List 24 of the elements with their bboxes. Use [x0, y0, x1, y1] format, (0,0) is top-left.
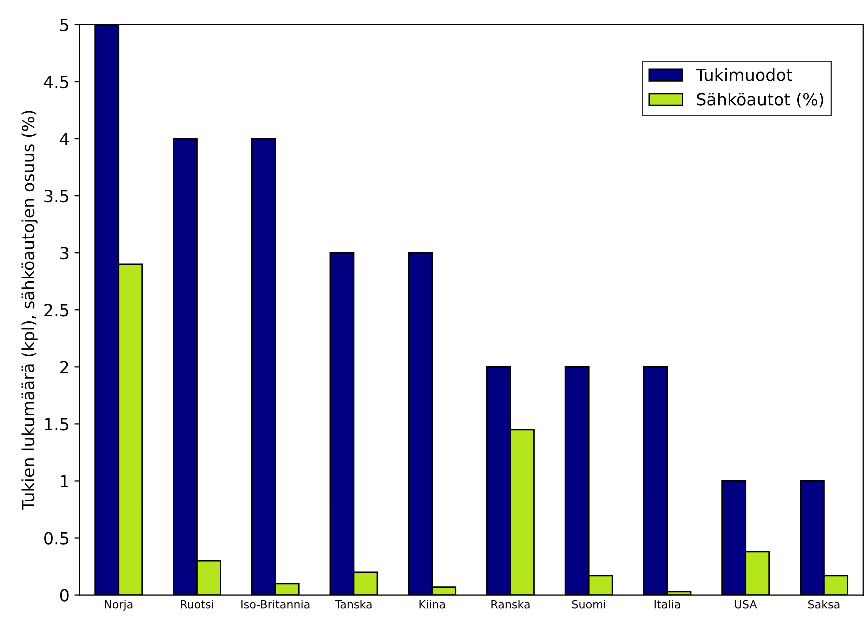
y-tick-label: 3 [60, 247, 69, 260]
x-tick-label: Tanska [335, 600, 372, 609]
x-tick-label: Ruotsi [181, 600, 214, 609]
x-tick-label: Saksa [808, 600, 840, 609]
x-tick-label: Kiina [420, 600, 445, 609]
y-tick-label: 3.5 [44, 190, 68, 203]
legend-label: Sähköautot (%) [697, 92, 824, 108]
legend-label: Tukimuodot [696, 68, 793, 82]
y-tick-label: 5 [60, 19, 68, 32]
x-tick-label: Suomi [572, 600, 606, 609]
x-tick-label: Ranska [492, 600, 530, 609]
x-tick-label: Norja [105, 600, 133, 611]
y-tick-label: 1.5 [45, 418, 68, 431]
x-tick-label: Iso-Britannia [242, 600, 310, 609]
y-tick-label: 0 [60, 589, 69, 602]
y-tick-label: 2 [60, 361, 68, 374]
y-tick-label: 4.5 [44, 76, 68, 89]
y-tick-label: 4 [60, 133, 70, 146]
x-tick-label: USA [735, 600, 758, 609]
y-tick-label: 0.5 [44, 532, 68, 545]
y-tick-label: 2.5 [44, 304, 68, 317]
y-tick-label: 1 [61, 475, 68, 488]
x-tick-label: Italia [654, 600, 680, 609]
y-axis-title: Tukien lukumäärä (kpl), sähköautojen osuus (%) [22, 111, 38, 511]
